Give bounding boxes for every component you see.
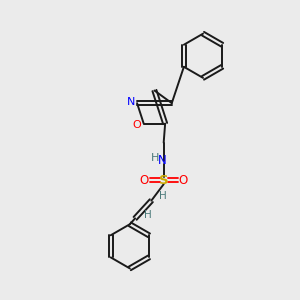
Text: N: N [158, 154, 167, 167]
Text: H: H [159, 191, 167, 201]
Text: H: H [151, 153, 160, 163]
Text: H: H [145, 210, 152, 220]
Text: O: O [140, 174, 149, 187]
Text: S: S [159, 174, 169, 187]
Text: O: O [178, 174, 188, 187]
Text: N: N [126, 97, 135, 107]
Text: O: O [133, 120, 142, 130]
